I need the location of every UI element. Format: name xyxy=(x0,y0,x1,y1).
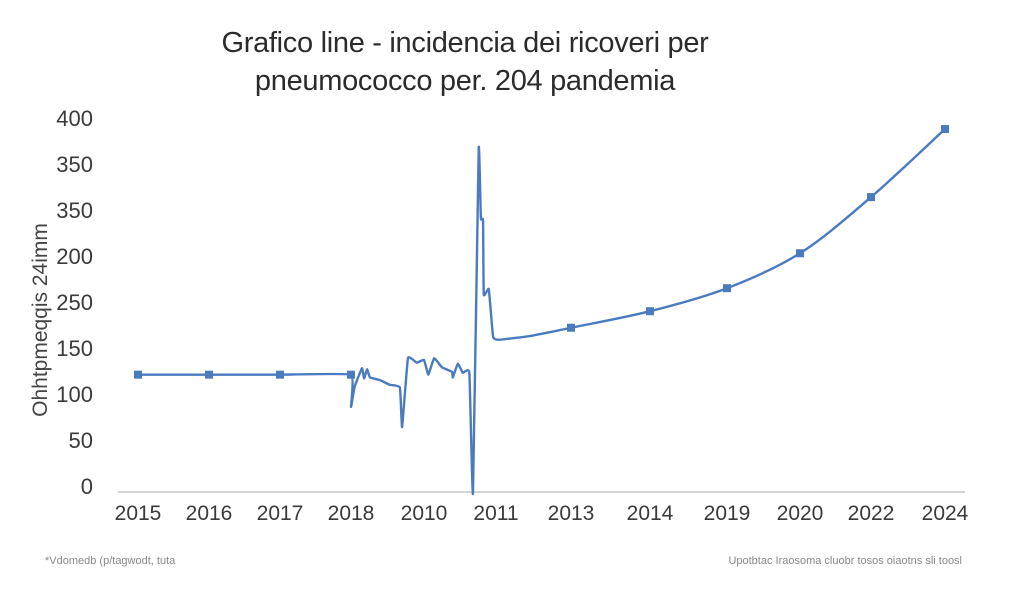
y-tick-label: 250 xyxy=(56,290,93,315)
y-tick-label: 350 xyxy=(56,152,93,177)
x-tick-label: 2022 xyxy=(848,502,895,525)
footnote-left: *Vdomedb (p/tagwodt, tuta xyxy=(45,555,176,567)
chart-title-line-1: Grafico line - incidencia dei ricoveri p… xyxy=(221,27,709,59)
y-tick-label: 100 xyxy=(56,382,93,407)
data-point-marker xyxy=(134,370,142,379)
y-tick-label: 350 xyxy=(56,198,93,223)
series-line xyxy=(138,128,946,495)
x-tick-label: 2020 xyxy=(777,502,824,525)
x-tick-label: 2016 xyxy=(186,502,233,525)
x-tick-label: 2014 xyxy=(627,502,674,525)
data-point-marker xyxy=(347,370,355,379)
y-tick-label: 400 xyxy=(56,106,93,131)
data-point-marker xyxy=(276,370,284,379)
x-tick-label: 2010 xyxy=(401,502,448,525)
y-tick-label: 200 xyxy=(56,244,93,269)
data-point-marker xyxy=(205,370,213,379)
y-tick-label: 0 xyxy=(81,474,93,499)
x-tick-label: 2013 xyxy=(548,502,595,525)
data-point-marker xyxy=(867,193,875,202)
x-tick-label: 2017 xyxy=(257,502,304,525)
y-axis-label: Ohhtpmeqqis 24imm xyxy=(29,223,52,417)
data-point-marker xyxy=(567,323,575,332)
x-tick-label: 2019 xyxy=(704,502,751,525)
data-point-marker xyxy=(796,249,804,258)
data-point-marker xyxy=(646,307,654,316)
x-tick-label: 2015 xyxy=(115,502,162,525)
y-tick-label: 150 xyxy=(56,336,93,361)
x-tick-label: 2018 xyxy=(328,502,375,525)
chart-title: Grafico line - incidencia dei ricoveri p… xyxy=(150,24,780,100)
y-tick-label: 50 xyxy=(69,428,93,453)
x-tick-label: 2011 xyxy=(473,502,518,525)
footnote-right: Upotbtac Iraosoma cluobr tosos oiaotns s… xyxy=(728,555,962,567)
data-point-marker xyxy=(941,125,949,134)
data-point-marker xyxy=(723,284,731,293)
chart-title-line-2: pneumococco per. 204 pandemia xyxy=(254,65,676,97)
x-tick-label: 2024 xyxy=(922,502,969,525)
